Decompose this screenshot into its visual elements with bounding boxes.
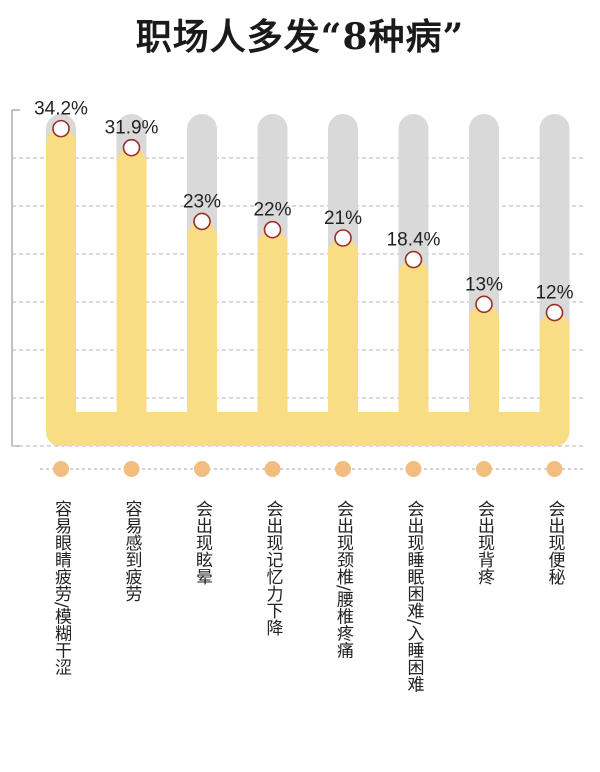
value-marker — [263, 220, 282, 239]
category-label: 会出现记忆力下降 — [263, 500, 284, 636]
category-label: 容易感到疲劳 — [122, 500, 143, 602]
bar-base — [46, 412, 570, 446]
value-marker — [545, 303, 564, 322]
chart-title: 职场人多发“8种病” — [135, 16, 465, 58]
bar — [469, 304, 499, 446]
category-label: 容易眼睛疲劳/模糊干涩 — [51, 500, 72, 676]
category-label: 会出现眩晕 — [192, 500, 213, 585]
value-marker — [122, 138, 141, 157]
value-label: 12% — [535, 283, 573, 304]
value-marker — [193, 212, 211, 231]
category-dot — [546, 461, 563, 477]
value-label: 21% — [324, 208, 362, 229]
value-marker — [334, 229, 352, 247]
category-dot — [194, 461, 210, 477]
category-dot — [405, 461, 422, 477]
category-label: 会出现便秘 — [545, 500, 566, 586]
category-dot — [53, 461, 69, 477]
category-dot — [264, 461, 281, 477]
bar-gap — [76, 150, 117, 430]
category-label: 会出现睡眠困难/入睡困难 — [404, 500, 425, 693]
bar-gap — [499, 150, 540, 430]
value-marker — [404, 250, 423, 269]
category-label: 会出现背疼 — [474, 500, 495, 585]
value-marker — [52, 119, 70, 138]
category-dot — [476, 461, 492, 477]
bar — [187, 221, 217, 446]
bar — [257, 229, 288, 446]
bar-gap — [217, 150, 258, 430]
value-label: 13% — [465, 274, 503, 295]
bar-gap — [429, 150, 470, 430]
value-label: 23% — [183, 191, 221, 212]
category-dot — [123, 461, 140, 477]
value-marker — [475, 295, 493, 314]
category-label: 会出现颈椎/腰椎疼痛 — [333, 500, 354, 659]
bar-gap — [288, 150, 329, 430]
bar — [116, 147, 147, 446]
value-label: 22% — [253, 200, 291, 221]
bar — [328, 238, 358, 446]
value-label: 34.2% — [34, 99, 88, 120]
bar — [398, 259, 429, 446]
bar — [46, 128, 76, 446]
category-dot — [335, 461, 351, 477]
value-label: 18.4% — [387, 230, 441, 251]
value-label: 31.9% — [105, 118, 159, 139]
bar-gap — [358, 150, 399, 430]
bar-gap — [147, 150, 188, 430]
